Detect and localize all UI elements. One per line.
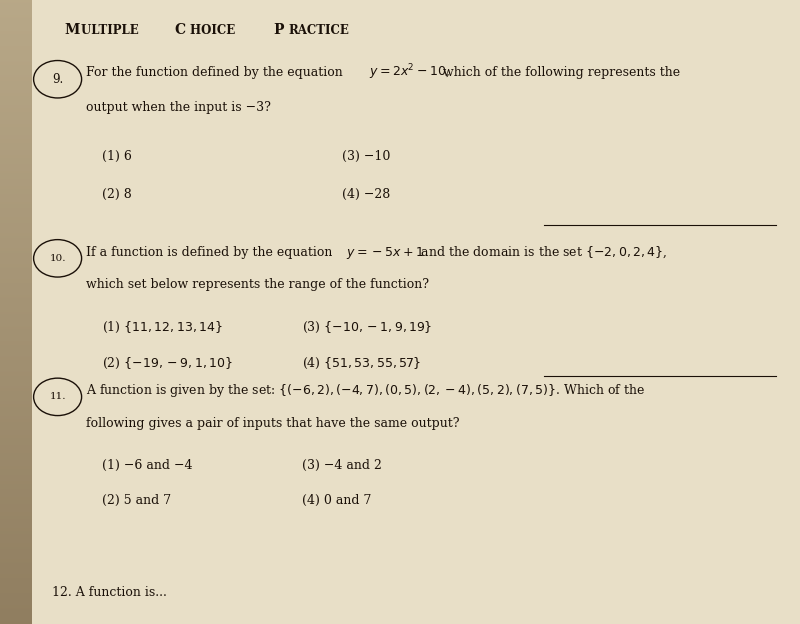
Text: (2) 8: (2) 8 [102, 188, 132, 201]
Text: (2) $\{-19, -9, 1, 10\}$: (2) $\{-19, -9, 1, 10\}$ [102, 356, 234, 371]
Text: (1) 6: (1) 6 [102, 150, 132, 163]
Text: P: P [273, 23, 283, 37]
Text: (1) $\{11, 12, 13, 14\}$: (1) $\{11, 12, 13, 14\}$ [102, 319, 223, 334]
Text: HOICE: HOICE [190, 24, 240, 37]
Text: output when the input is −3?: output when the input is −3? [86, 101, 271, 114]
Text: and the domain is the set $\{-2,0,2,4\}$,: and the domain is the set $\{-2,0,2,4\}$… [417, 245, 667, 260]
Text: which set below represents the range of the function?: which set below represents the range of … [86, 278, 430, 291]
Text: $y=2x^2-10$,: $y=2x^2-10$, [369, 62, 450, 82]
Text: (4) 0 and 7: (4) 0 and 7 [302, 494, 372, 507]
Text: (4) $\{51, 53, 55, 57\}$: (4) $\{51, 53, 55, 57\}$ [302, 356, 422, 371]
Text: (3) −10: (3) −10 [342, 150, 390, 163]
Text: 12. A function is...: 12. A function is... [52, 586, 167, 599]
Text: (3) −4 and 2: (3) −4 and 2 [302, 459, 382, 472]
Text: ULTIPLE: ULTIPLE [81, 24, 142, 37]
Text: (2) 5 and 7: (2) 5 and 7 [102, 494, 171, 507]
Text: 9.: 9. [52, 73, 63, 85]
Text: following gives a pair of inputs that have the same output?: following gives a pair of inputs that ha… [86, 417, 460, 430]
Text: which of the following represents the: which of the following represents the [439, 66, 680, 79]
Text: 10.: 10. [50, 254, 66, 263]
Text: $y=-5x+1$: $y=-5x+1$ [346, 245, 424, 261]
Text: (3) $\{-10, -1, 9, 19\}$: (3) $\{-10, -1, 9, 19\}$ [302, 319, 433, 334]
FancyBboxPatch shape [32, 0, 800, 624]
Text: (1) −6 and −4: (1) −6 and −4 [102, 459, 193, 472]
Text: For the function defined by the equation: For the function defined by the equation [86, 66, 347, 79]
Text: (4) −28: (4) −28 [342, 188, 390, 201]
Text: If a function is defined by the equation: If a function is defined by the equation [86, 246, 337, 259]
Text: RACTICE: RACTICE [288, 24, 349, 37]
Text: A function is given by the set: $\{(-6,2),(-4,7),(0,5),(2,-4),(5,2),(7,5)\}$. Wh: A function is given by the set: $\{(-6,2… [86, 383, 646, 399]
FancyBboxPatch shape [32, 0, 800, 624]
Text: C: C [174, 23, 186, 37]
Text: M: M [64, 23, 79, 37]
Text: 11.: 11. [50, 392, 66, 401]
